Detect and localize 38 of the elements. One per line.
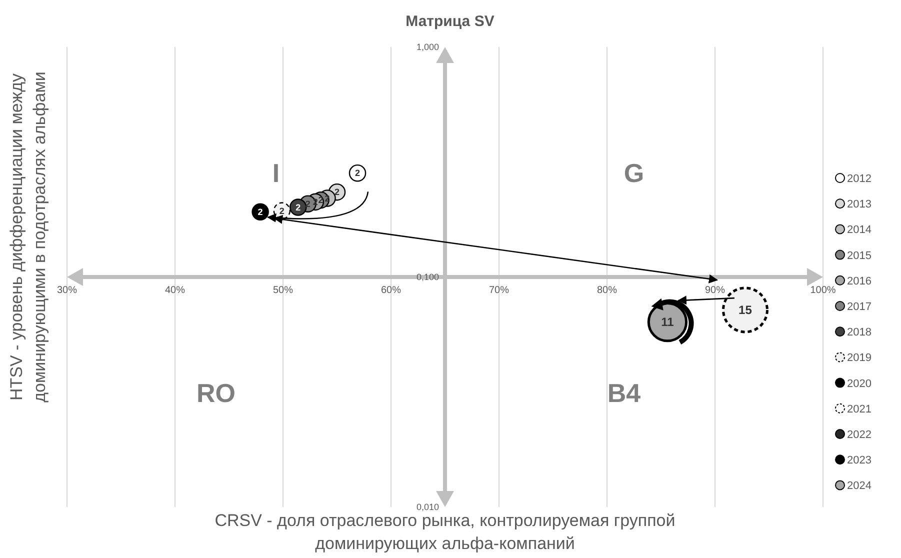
x-tick-label: 90% <box>704 285 726 296</box>
data-label: 2 <box>279 206 284 216</box>
y-tick-label: 1,000 <box>416 42 439 52</box>
legend-label: 2020 <box>847 378 872 390</box>
annotation: G <box>624 158 644 188</box>
legend-label: 2012 <box>847 173 872 185</box>
legend-label: 2015 <box>847 250 872 262</box>
y-tick-label: 0,010 <box>416 502 439 512</box>
x-tick-label: 60% <box>380 285 402 296</box>
legend-label: 2016 <box>847 275 872 288</box>
legend-label: 2018 <box>847 326 872 339</box>
data-label: 2 <box>355 168 360 178</box>
data-label: 11 <box>661 315 674 330</box>
legend-label: 2019 <box>847 352 872 364</box>
legend-label: 2023 <box>847 454 872 467</box>
chart-title: Матрица SV <box>406 13 494 30</box>
legend-label: 2021 <box>847 403 872 416</box>
legend-label: 2024 <box>847 480 872 492</box>
x-axis-title: CRSV - доля отраслевого рынка, контролируемая группой доминирующих альфа-компаний <box>214 511 676 553</box>
data-label: 15 <box>738 303 752 318</box>
y-axis-title: HTSV - уровень дифференциации между доминирующими в подотраслях альфами <box>7 72 49 402</box>
data-label: 2 <box>305 198 310 209</box>
x-tick-label: 50% <box>272 285 294 296</box>
annotation: RO <box>196 378 236 408</box>
data-label: 2 <box>296 202 301 212</box>
annotation: I <box>272 158 280 188</box>
x-tick-label: 30% <box>56 285 78 296</box>
x-tick-label: 70% <box>488 285 510 296</box>
data-label: 2 <box>334 187 340 198</box>
x-tick-label: 80% <box>596 285 618 296</box>
x-tick-label: 100% <box>810 285 836 296</box>
x-tick-label: 40% <box>164 285 186 296</box>
legend-label: 2014 <box>847 224 872 236</box>
annotation: B4 <box>607 378 642 408</box>
data-label: 2 <box>258 206 263 217</box>
legend-label: 2022 <box>847 429 872 441</box>
legend-label: 2013 <box>847 198 872 211</box>
legend-label: 2017 <box>847 301 872 313</box>
